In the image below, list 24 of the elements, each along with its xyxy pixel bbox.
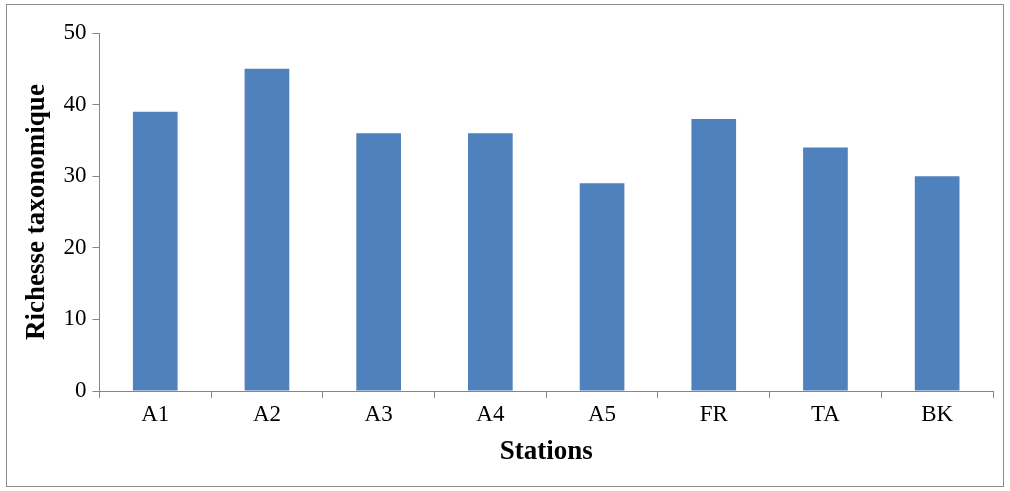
y-tick-label: 40 [63,90,87,116]
y-tick-label: 30 [63,162,87,188]
x-tick-label: TA [811,400,841,426]
x-tick-label: A3 [364,400,393,426]
bar [356,133,401,391]
bar [579,183,625,391]
y-tick-label: 50 [63,19,87,45]
y-tick-label: 20 [63,233,87,259]
y-tick-label: 10 [63,305,87,331]
bar [132,111,178,391]
y-axis-title: Richesse taxonomique [20,84,51,340]
x-tick-label: FR [699,400,729,426]
bar [468,133,513,391]
bar [803,147,848,391]
bar [691,118,737,391]
x-tick-label: A2 [252,400,282,426]
x-tick-label: A5 [587,400,617,426]
bar [244,68,290,391]
x-tick-label: BK [921,400,954,426]
y-tick-label: 0 [74,377,87,403]
x-axis-title: Stations [499,434,593,465]
x-tick-label: A4 [476,400,505,426]
bar [914,176,960,391]
x-tick-label: A1 [141,400,170,426]
